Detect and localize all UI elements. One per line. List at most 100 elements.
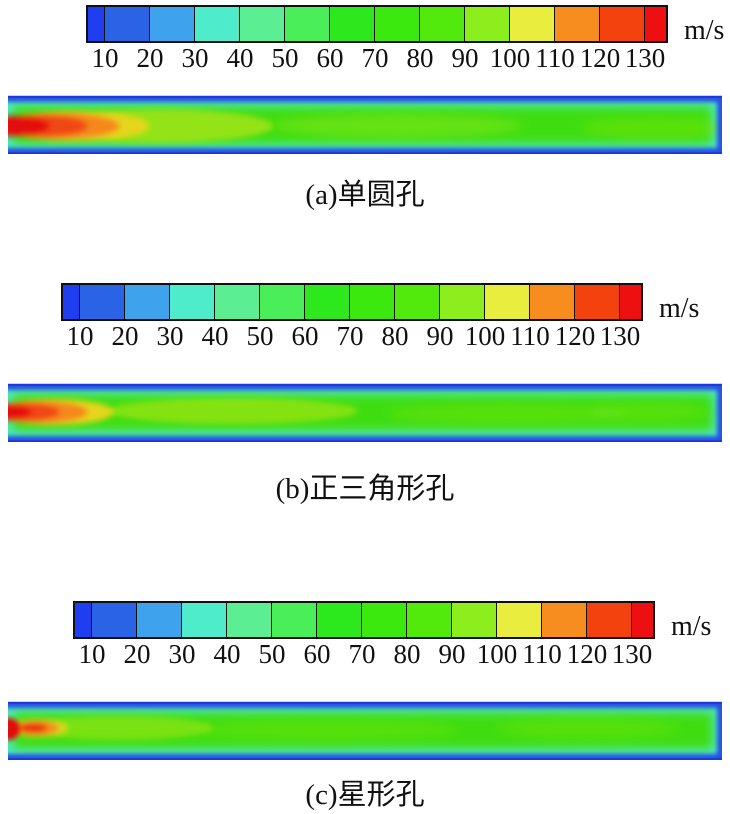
colorbar-tick-label: 120 <box>566 639 608 669</box>
colorbar-segment <box>63 285 80 319</box>
contour-plot-a <box>8 95 722 154</box>
colorbar-segment <box>510 7 555 41</box>
colorbar-tick-label: 100 <box>489 43 531 73</box>
colorbar-segment <box>260 285 305 319</box>
colorbar-tick-label: 50 <box>271 43 299 73</box>
colorbar-tick-label: 40 <box>201 321 229 351</box>
colorbar-segment <box>272 603 317 637</box>
colorbar-segment <box>587 603 632 637</box>
colorbar-tick-label: 70 <box>361 43 389 73</box>
colorbar-segment <box>452 603 497 637</box>
colorbar-tick-label: 60 <box>303 639 331 669</box>
colorbar-segment <box>497 603 542 637</box>
panel-c: m/s 10 20 30 40 50 60 70 80 90 100 110 120 130 <box>0 601 730 814</box>
colorbar-tick-label: 70 <box>348 639 376 669</box>
colorbar-tick-label: 30 <box>181 43 209 73</box>
caption-c: (c)星形孔 <box>305 779 425 811</box>
colorbar-segment <box>465 7 510 41</box>
colorbar-tick-label: 130 <box>611 639 653 669</box>
top-wall-line <box>8 96 722 98</box>
colorbar-segment <box>407 603 452 637</box>
colorbar-tick-label: 50 <box>246 321 274 351</box>
colorbar-segment <box>620 285 641 319</box>
colorbar-legend-b: m/s <box>61 283 730 323</box>
colorbar-segment <box>150 7 195 41</box>
colorbar-segment <box>600 7 645 41</box>
panel-a: m/s 10 20 30 40 50 60 70 80 90 100 110 120 130 <box>0 5 730 214</box>
velocity-field-a <box>8 96 722 154</box>
colorbar-segment <box>182 603 227 637</box>
colorbar-tick-label: 100 <box>476 639 518 669</box>
bottom-wall-line <box>8 440 722 442</box>
colorbar-segment <box>542 603 587 637</box>
colorbar-segment <box>285 7 330 41</box>
colorbar-segment <box>137 603 182 637</box>
colorbar-unit-label: m/s <box>684 15 725 46</box>
colorbar-segment <box>215 285 260 319</box>
colorbar-segment <box>530 285 575 319</box>
colorbar-ticks-b: 10 20 30 40 50 60 70 80 90 100 110 120 130 <box>61 322 643 351</box>
colorbar-tick-label: 50 <box>258 639 286 669</box>
colorbar-segment <box>88 7 105 41</box>
colorbar-ticks-c: 10 20 30 40 50 60 70 80 90 100 110 120 130 <box>73 640 655 669</box>
colorbar-tick-label: 130 <box>624 43 666 73</box>
colorbar-segment <box>80 285 125 319</box>
contour-plot-c <box>8 701 722 760</box>
colorbar-segment <box>125 285 170 319</box>
high-velocity-green-patches <box>198 718 678 740</box>
colorbar-segment <box>350 285 395 319</box>
colorbar-segment <box>317 603 362 637</box>
colorbar-tick-label: 90 <box>451 43 479 73</box>
bottom-wall-line <box>8 152 722 154</box>
colorbar-tick-label: 10 <box>66 321 94 351</box>
colorbar-tick-label: 130 <box>599 321 641 351</box>
colorbar-segment <box>105 7 150 41</box>
colorbar-tick-label: 60 <box>291 321 319 351</box>
caption-a: (a)单圆孔 <box>305 179 425 211</box>
colorbar-segment <box>195 7 240 41</box>
colorbar-tick-label: 10 <box>78 639 106 669</box>
colorbar-tick-label: 20 <box>123 639 151 669</box>
colorbar-segment <box>575 285 620 319</box>
wall-boundary-layers <box>8 96 722 154</box>
colorbar-tick-label: 30 <box>168 639 196 669</box>
colorbar-tick-label: 10 <box>91 43 119 73</box>
panel-b: m/s 10 20 30 40 50 60 70 80 90 100 110 120 130 <box>0 283 730 508</box>
wall-boundary-layers <box>8 702 722 760</box>
colorbar-segment <box>305 285 350 319</box>
colorbar-segment <box>375 7 420 41</box>
colorbar-tick-label: 40 <box>226 43 254 73</box>
inlet-jet <box>8 398 358 425</box>
colorbar-a <box>86 5 668 43</box>
colorbar-segment <box>240 7 285 41</box>
colorbar-legend-c: m/s <box>73 601 730 642</box>
colorbar-segment <box>485 285 530 319</box>
colorbar-tick-label: 20 <box>136 43 164 73</box>
colorbar-tick-label: 30 <box>156 321 184 351</box>
colorbar-segment <box>75 603 92 637</box>
top-wall-line <box>8 384 722 386</box>
colorbar-segment <box>92 603 137 637</box>
caption-b: (b)正三角形孔 <box>275 473 455 505</box>
colorbar-unit-label: m/s <box>671 611 712 642</box>
colorbar-segment <box>555 7 600 41</box>
colorbar-tick-label: 80 <box>406 43 434 73</box>
wall-boundary-layers <box>8 384 722 442</box>
high-velocity-green-patches <box>388 403 708 424</box>
colorbar-ticks-a: 10 20 30 40 50 60 70 80 90 100 110 120 130 <box>86 44 668 73</box>
inlet-jet <box>8 109 273 143</box>
colorbar-tick-label: 90 <box>438 639 466 669</box>
inlet-orifice-spot <box>8 718 20 740</box>
inlet-jet <box>8 716 213 740</box>
colorbar-tick-label: 40 <box>213 639 241 669</box>
colorbar-segment <box>395 285 440 319</box>
colorbar-tick-label: 60 <box>316 43 344 73</box>
velocity-field-b <box>8 384 722 442</box>
high-velocity-green-patches <box>273 114 722 138</box>
colorbar-tick-label: 120 <box>579 43 621 73</box>
colorbar-tick-label: 20 <box>111 321 139 351</box>
colorbar-tick-label: 70 <box>336 321 364 351</box>
velocity-contour-figure: m/s 10 20 30 40 50 60 70 80 90 100 110 120 130 <box>0 5 730 811</box>
colorbar-segment <box>227 603 272 637</box>
colorbar-segment <box>330 7 375 41</box>
